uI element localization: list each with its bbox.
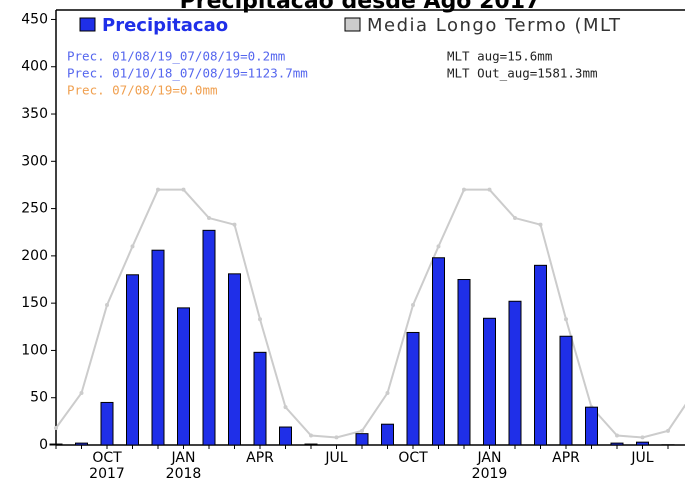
mlt-point — [487, 187, 492, 192]
mlt-point — [207, 216, 211, 221]
x-tick-label: JUL — [324, 450, 347, 466]
mlt-point — [54, 425, 58, 430]
mlt-point — [513, 216, 517, 221]
mlt-point — [564, 317, 568, 322]
bar — [253, 351, 267, 446]
mlt-point — [411, 303, 415, 308]
bar — [508, 300, 522, 446]
chart-title: Precipitacao desde Ago 2017 — [180, 0, 541, 14]
mlt-point — [79, 390, 84, 395]
mlt-point — [538, 222, 543, 227]
y-tick-label: 350 — [21, 106, 48, 122]
bar — [177, 307, 190, 446]
bar — [610, 442, 624, 446]
mlt-point — [640, 435, 645, 440]
legend-swatch — [79, 17, 96, 32]
bar — [202, 229, 216, 446]
x-tick-label: OCT — [398, 450, 428, 466]
mlt-point — [436, 244, 441, 249]
bar — [636, 441, 649, 446]
annotation: Prec. 07/08/19=0.0mm — [67, 83, 218, 98]
annotation: Prec. 01/10/18_07/08/19=1123.7mm — [67, 66, 308, 81]
bar — [432, 257, 445, 446]
bar — [483, 317, 496, 446]
bar — [457, 279, 471, 446]
mlt-point — [385, 390, 390, 395]
bar — [100, 401, 114, 446]
mlt-point — [309, 433, 313, 438]
y-tick-label: 50 — [30, 390, 48, 406]
y-tick-label: 450 — [21, 11, 48, 27]
y-tick-label: 300 — [21, 153, 48, 169]
y-tick-label: 150 — [21, 295, 48, 311]
y-tick-label: 200 — [21, 248, 48, 264]
bar — [534, 264, 547, 446]
x-tick-year: 2018 — [166, 466, 202, 482]
y-tick-label: 400 — [21, 59, 48, 75]
bar — [406, 331, 420, 446]
x-tick-label: JAN — [477, 450, 502, 466]
mlt-point — [283, 405, 288, 410]
bar — [585, 406, 598, 446]
x-tick-year: 2017 — [89, 466, 125, 482]
y-tick-label: 100 — [21, 342, 48, 358]
legend-label: Media Longo Termo (MLT — [367, 15, 622, 36]
mlt-point — [258, 317, 262, 322]
bar — [75, 442, 88, 446]
mlt-point — [232, 222, 237, 227]
mlt-point — [666, 428, 670, 433]
x-tick-label: OCT — [92, 450, 122, 466]
bar — [381, 423, 394, 446]
y-tick-label: 0 — [39, 437, 48, 453]
mlt-point — [462, 187, 466, 192]
mlt-point — [130, 244, 135, 249]
y-tick-label: 250 — [21, 201, 48, 217]
bar — [355, 433, 369, 446]
x-tick-label: JUL — [630, 450, 653, 466]
mlt-point — [615, 433, 619, 438]
bar — [49, 443, 63, 446]
x-tick-year: 2019 — [472, 466, 508, 482]
x-tick-label: JAN — [171, 450, 196, 466]
mlt-point — [156, 187, 160, 192]
x-tick-label: APR — [552, 450, 580, 466]
bar — [304, 443, 318, 446]
annotation: MLT aug=15.6mm — [447, 49, 552, 64]
mlt-point — [360, 428, 364, 433]
mlt-line — [55, 188, 685, 439]
x-tick-label: APR — [246, 450, 274, 466]
bar — [228, 273, 241, 446]
bar — [151, 249, 165, 446]
mlt-point — [105, 303, 109, 308]
mlt-point — [181, 187, 186, 192]
bar — [559, 335, 573, 446]
legend-label: Precipitacao — [102, 15, 228, 36]
bar — [126, 274, 139, 446]
bar — [279, 426, 292, 446]
annotation: MLT Out_aug=1581.3mm — [447, 66, 598, 81]
legend-swatch — [344, 17, 361, 32]
annotation: Prec. 01/08/19_07/08/19=0.2mm — [67, 49, 285, 64]
mlt-point — [334, 435, 339, 440]
